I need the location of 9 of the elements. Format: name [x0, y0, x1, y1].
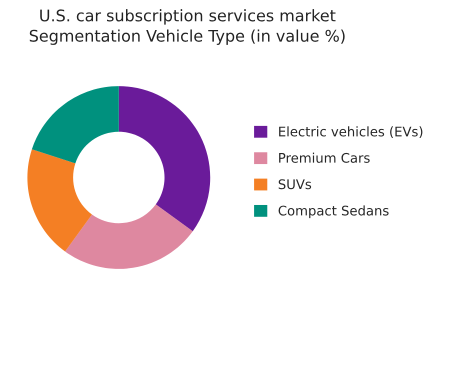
legend-label: SUVs — [278, 179, 312, 190]
chart-title: U.S. car subscription services market Segmentation Vehicle Type (in value %) — [30, 9, 345, 45]
legend-label: Compact Sedans — [278, 205, 389, 218]
donut-slice — [32, 86, 119, 164]
donut-slice — [118, 86, 210, 232]
legend-label: Electric vehicles (EVs) — [279, 126, 422, 138]
donut-slice — [65, 204, 193, 269]
donut-slice — [27, 149, 92, 252]
legend-label: Premium Cars — [279, 152, 370, 163]
